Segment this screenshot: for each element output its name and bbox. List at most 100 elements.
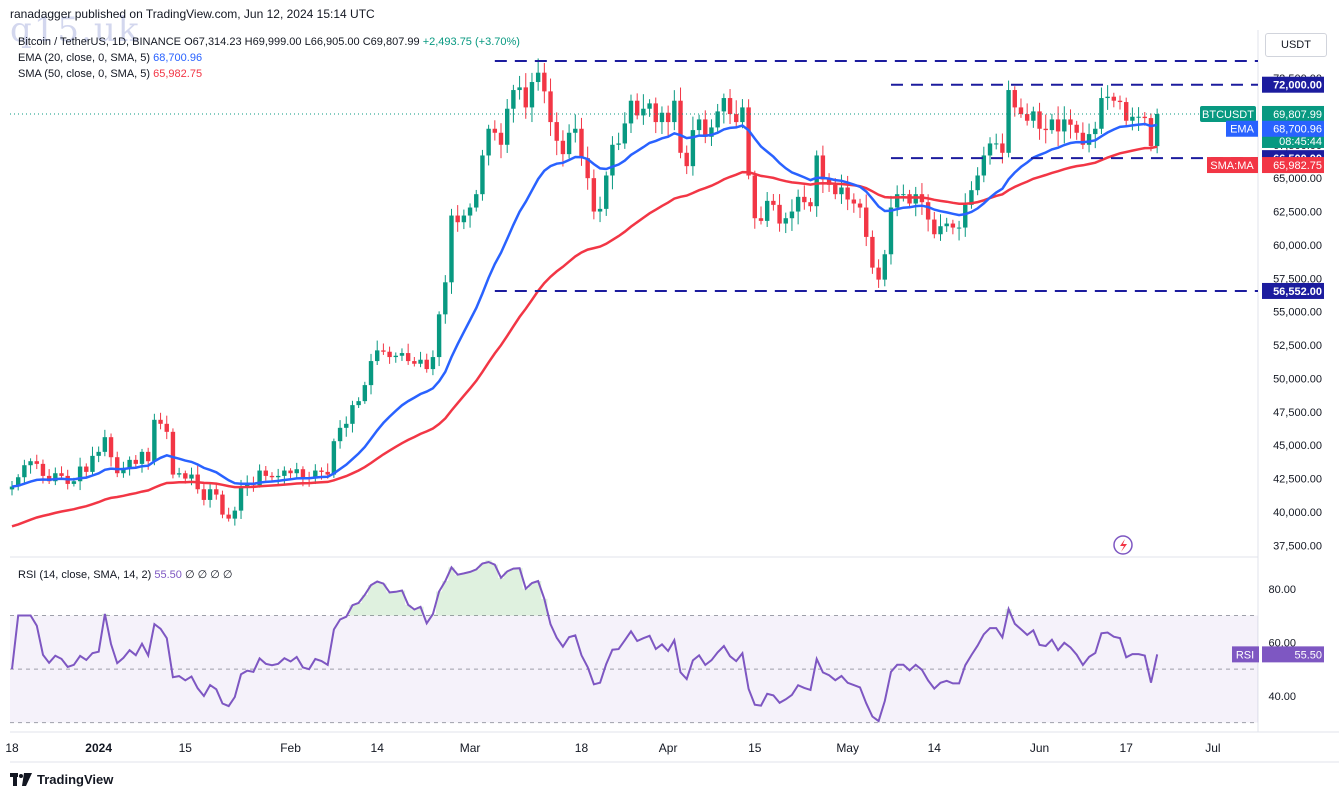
candle-body: [641, 108, 646, 116]
legend-open: O67,314.23: [184, 36, 242, 48]
candle-body: [176, 473, 182, 475]
candle-body: [350, 405, 355, 424]
candle-body: [1068, 119, 1073, 125]
candle-body: [1154, 113, 1160, 147]
candle-body: [634, 100, 640, 116]
rsi-badge: [1232, 646, 1259, 663]
candle-body: [665, 112, 671, 123]
symbol-badge-text: BTCUSDT: [1202, 109, 1254, 121]
legend-close: C69,807.99: [362, 36, 420, 48]
candle-body: [888, 207, 894, 255]
tradingview-logo-icon: [10, 773, 32, 786]
candle-body: [1080, 132, 1086, 145]
candle-body: [684, 152, 689, 167]
candle-body: [102, 437, 108, 452]
candle-body: [436, 314, 442, 358]
time-tick-label: Mar: [460, 741, 481, 755]
candle-body: [1093, 128, 1098, 135]
candle-body: [870, 236, 875, 268]
ema-price-badge: [1262, 120, 1324, 137]
candle-body: [764, 200, 770, 221]
candle-body: [461, 215, 467, 223]
candle-body: [950, 223, 956, 228]
price-tick-label: 52,500.00: [1273, 340, 1322, 352]
candle-body: [381, 350, 386, 352]
candle-body: [715, 111, 720, 128]
rsi-badge-text: RSI: [1236, 649, 1254, 661]
rsi-tick-label: 60.00: [1268, 637, 1296, 649]
candle-body: [944, 223, 949, 227]
candle-body: [418, 359, 423, 364]
candle-body: [467, 207, 473, 216]
ema-badge: [1226, 120, 1258, 137]
candle-body: [610, 144, 615, 176]
candle-body: [696, 119, 702, 131]
time-tick-label: May: [836, 741, 859, 755]
candle-body: [325, 471, 330, 475]
candle-body: [876, 267, 881, 280]
currency-button[interactable]: USDT: [1265, 33, 1327, 57]
candle-body: [214, 489, 219, 495]
candle-body: [158, 419, 163, 424]
time-tick-label: Jun: [1030, 741, 1049, 755]
time-tick-label: 18: [575, 741, 589, 755]
price-tick-label: 45,000.00: [1273, 440, 1322, 452]
candle-body: [201, 489, 207, 500]
candle-body: [1049, 119, 1055, 131]
candle-body: [1055, 119, 1061, 132]
candle-body: [752, 175, 757, 219]
sma-legend-value: 65,982.75: [153, 68, 203, 80]
candle-body: [207, 489, 213, 500]
candle-body: [913, 194, 918, 204]
candle-body: [901, 194, 906, 196]
candle-body: [1000, 143, 1005, 153]
time-tick-label: Apr: [659, 741, 678, 755]
time-tick-label: 15: [748, 741, 762, 755]
candle-body: [1074, 124, 1079, 133]
candle-body: [449, 215, 454, 283]
candle-body: [133, 459, 138, 464]
candle-body: [894, 194, 900, 208]
level-price-text: 72,000.00: [1273, 80, 1322, 92]
candle-body: [579, 128, 584, 159]
price-tick-label: 40,000.00: [1273, 507, 1322, 519]
candle-body: [115, 457, 120, 474]
candle-body: [1130, 116, 1135, 121]
candle-body: [814, 155, 819, 207]
candle-body: [511, 90, 516, 109]
candle-body: [189, 474, 194, 479]
candle-body: [393, 355, 398, 358]
candle-body: [275, 475, 281, 478]
candle-body: [1024, 114, 1030, 121]
rsi-line: [11, 560, 1159, 723]
candle-body: [53, 473, 58, 482]
lightning-icon: [1113, 535, 1133, 555]
price-tick-label: 37,500.00: [1273, 540, 1322, 552]
candle-body: [535, 72, 541, 83]
candle-body: [505, 108, 510, 145]
candle-body: [987, 143, 993, 156]
time-tick-label: 14: [928, 741, 942, 755]
candle-body: [981, 155, 987, 176]
candle-body: [443, 282, 448, 315]
candle-body: [15, 477, 21, 487]
candle-body: [994, 143, 999, 145]
candle-body: [424, 359, 429, 370]
tradingview-brand: TradingView: [10, 772, 113, 787]
candle-body: [344, 423, 349, 428]
candle-body: [170, 431, 176, 475]
candle-body: [492, 128, 498, 133]
candle-body: [542, 72, 547, 92]
candle-body: [740, 107, 745, 123]
candle-body: [412, 361, 417, 364]
candle-body: [486, 128, 491, 156]
candle-body: [975, 175, 980, 191]
watermark-text: q15.uk: [10, 10, 141, 50]
candle-body: [529, 82, 535, 108]
ema-legend-label: EMA (20, close, 0, SMA, 5): [18, 52, 151, 64]
candle-body: [9, 486, 15, 490]
time-tick-label: 14: [371, 741, 385, 755]
candle-body: [300, 469, 306, 478]
candle-body: [220, 494, 225, 515]
candle-body: [40, 463, 46, 476]
